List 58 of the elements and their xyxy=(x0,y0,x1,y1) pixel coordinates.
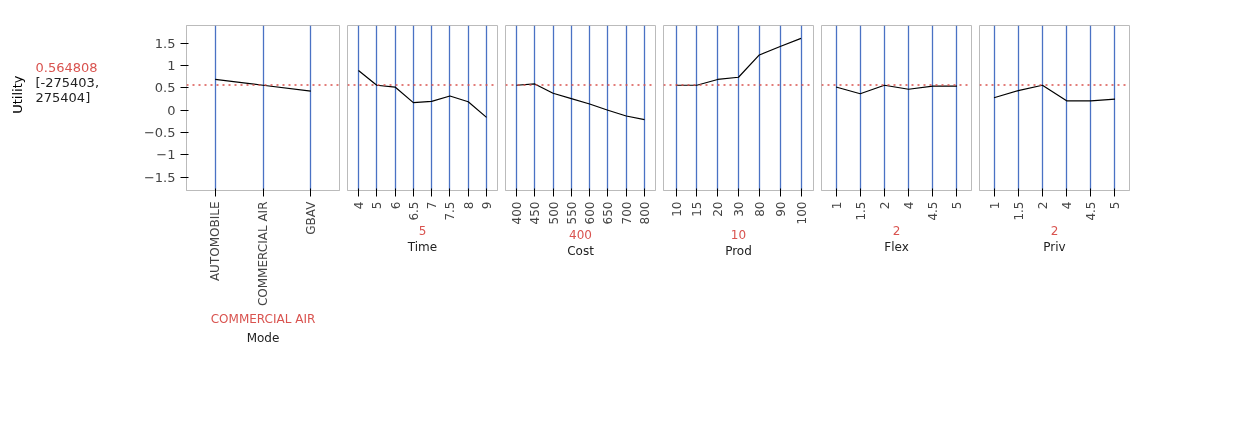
x-tick-label: 650 xyxy=(601,201,616,225)
x-tick-label: 1.5 xyxy=(1011,201,1026,221)
y-axis-title: Utility xyxy=(9,75,25,114)
x-axis-title: Flex xyxy=(884,239,909,254)
x-tick-label: 800 xyxy=(638,201,653,225)
x-axis-title: Prod xyxy=(725,243,752,258)
x-tick-label: 5 xyxy=(370,201,385,210)
y-tick-label: 1.5 xyxy=(154,35,176,51)
x-tick-label: 1 xyxy=(829,201,844,210)
x-axis-title: Cost xyxy=(567,243,595,258)
y-tick-label: 1 xyxy=(167,58,176,74)
x-tick-label: 4.5 xyxy=(1084,201,1099,221)
x-tick-label: AUTOMOBILE xyxy=(208,201,223,282)
y-tick-label: 0.5 xyxy=(154,80,176,96)
ref-line-label: 0.564808 xyxy=(35,60,98,76)
x-tick-label: 700 xyxy=(619,201,634,225)
text: [-275403, 275404] xyxy=(35,75,100,105)
y-tick-label: 0 xyxy=(167,102,176,118)
x-axis-title: Priv xyxy=(1043,239,1066,254)
x-tick-label: GBAV xyxy=(303,200,318,235)
text: 5 xyxy=(418,223,427,238)
x-tick-label: 1.5 xyxy=(853,201,868,221)
x-tick-label: 10 xyxy=(669,201,684,217)
x-tick-label: 8 xyxy=(461,201,476,210)
x-tick-label: 20 xyxy=(711,201,726,217)
x-tick-label: 30 xyxy=(732,201,746,217)
y-tick-label: −0.5 xyxy=(143,125,176,141)
x-tick-label: 550 xyxy=(564,201,579,225)
x-tick-label: 6 xyxy=(388,201,403,210)
x-tick-label: 5 xyxy=(1108,201,1123,210)
x-tick-label: 4 xyxy=(1060,201,1075,210)
x-tick-label: 7 xyxy=(425,201,440,210)
x-tick-label: 6.5 xyxy=(406,201,421,221)
x-axis-title: Time xyxy=(406,239,438,254)
text: 2 xyxy=(1050,223,1059,238)
x-tick-label: 100 xyxy=(794,201,809,225)
x-tick-label: 1 xyxy=(987,201,1002,210)
text: COMMERCIAL AIR xyxy=(210,311,316,326)
x-tick-label: 4 xyxy=(902,201,917,210)
x-tick-label: 80 xyxy=(752,201,767,217)
x-tick-label: 2 xyxy=(1035,201,1050,210)
x-tick-label: 4 xyxy=(351,201,366,210)
x-tick-label: 400 xyxy=(509,201,524,225)
x-tick-label: 500 xyxy=(546,201,561,225)
x-tick-label: 15 xyxy=(690,201,705,217)
x-tick-label: 450 xyxy=(528,201,543,225)
y-tick-label: −1 xyxy=(156,147,176,163)
x-tick-label: 4.5 xyxy=(926,201,941,221)
x-axis-title: Mode xyxy=(246,330,280,345)
x-tick-label: 2 xyxy=(877,201,892,210)
x-tick-label: 5 xyxy=(950,201,965,210)
x-tick-label: 9 xyxy=(480,201,495,210)
text: 2 xyxy=(892,223,901,238)
x-tick-label: 7.5 xyxy=(443,201,458,221)
x-tick-label: 90 xyxy=(773,201,788,217)
y-tick-label: −1.5 xyxy=(143,169,176,185)
x-tick-label: COMMERCIAL AIR xyxy=(256,201,270,307)
x-tick-label: 600 xyxy=(583,201,598,225)
